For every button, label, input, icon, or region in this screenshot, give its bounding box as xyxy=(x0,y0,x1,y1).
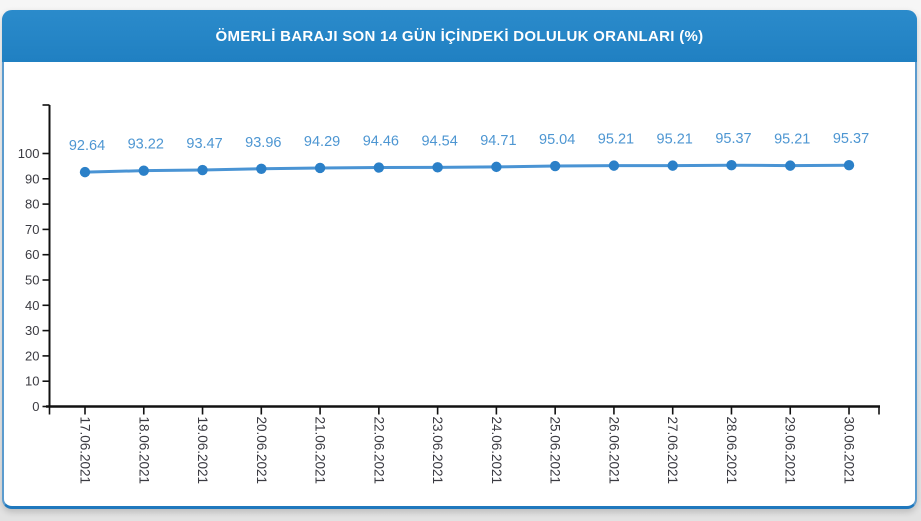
data-point xyxy=(314,162,326,174)
data-point xyxy=(432,162,443,173)
data-point-label: 93.22 xyxy=(128,137,164,153)
data-point xyxy=(843,160,855,171)
y-axis-tick-label: 10 xyxy=(25,374,39,389)
line-chart-canvas: 0 10 20 30 40 50 60 70 80 90 100 17.06.2021 18.06.20… xyxy=(18,104,880,485)
x-axis-tick-label: 24.06.2021 xyxy=(489,417,504,485)
x-axis-tick-label: 19.06.2021 xyxy=(195,417,210,485)
data-point-label: 95.37 xyxy=(715,131,751,147)
x-axis-tick-label: 21.06.2021 xyxy=(313,417,328,485)
y-axis-tick-label: 90 xyxy=(25,171,39,186)
data-point-label: 93.96 xyxy=(245,135,281,151)
y-axis-tick-label: 100 xyxy=(18,146,40,161)
y-axis-tick-label: 50 xyxy=(25,273,39,288)
data-point xyxy=(608,160,620,171)
data-point-label: 95.21 xyxy=(598,132,634,148)
x-axis-tick-label: 30.06.2021 xyxy=(842,417,857,485)
data-point xyxy=(197,164,208,176)
y-axis-tick-label: 20 xyxy=(25,348,39,363)
x-axis-tick-label: 20.06.2021 xyxy=(254,417,269,485)
y-axis-tick-label: 40 xyxy=(25,298,39,313)
x-axis-tick-label: 22.06.2021 xyxy=(371,417,386,485)
y-axis-tick-label: 0 xyxy=(32,399,39,414)
x-axis-tick-label: 26.06.2021 xyxy=(606,417,621,485)
data-line xyxy=(83,163,851,174)
data-point-label: 95.21 xyxy=(774,132,810,148)
data-point xyxy=(491,161,502,173)
data-point xyxy=(726,160,737,171)
x-axis-tick-label: 25.06.2021 xyxy=(548,417,563,485)
data-point xyxy=(256,163,267,174)
x-axis-tick-label: 18.06.2021 xyxy=(136,417,151,485)
x-axis-tick-label: 28.06.2021 xyxy=(724,417,739,485)
data-point-label: 94.71 xyxy=(480,133,516,149)
data-point xyxy=(79,166,91,178)
data-point xyxy=(138,165,149,176)
data-point xyxy=(549,160,561,172)
y-axis-tick-label: 60 xyxy=(25,247,39,262)
x-axis-tick-label: 23.06.2021 xyxy=(430,417,445,485)
data-point-label: 95.37 xyxy=(833,131,869,147)
x-axis-tick-label: 29.06.2021 xyxy=(783,417,798,485)
line-chart: 0 10 20 30 40 50 60 70 80 90 100 17.06.2021 18.06.20… xyxy=(2,62,917,506)
y-axis-tick-label: 70 xyxy=(25,222,39,237)
data-point-label: 93.47 xyxy=(186,136,222,152)
chart-title: ÖMERLİ BARAJI SON 14 GÜN İÇİNDEKİ DOLULU… xyxy=(215,27,704,45)
y-axis-tick-label: 30 xyxy=(25,323,39,338)
y-axis-tick-label: 80 xyxy=(25,197,39,212)
data-point xyxy=(667,160,678,171)
data-point xyxy=(785,160,796,171)
data-point-label: 94.46 xyxy=(363,134,399,150)
data-point-label: 95.04 xyxy=(539,132,575,148)
data-point xyxy=(373,162,385,173)
x-axis-tick-label: 17.06.2021 xyxy=(78,417,93,485)
data-point-label: 95.21 xyxy=(657,132,693,148)
chart-card: ÖMERLİ BARAJI SON 14 GÜN İÇİNDEKİ DOLULU… xyxy=(2,10,917,509)
chart-header: ÖMERLİ BARAJI SON 14 GÜN İÇİNDEKİ DOLULU… xyxy=(2,10,917,62)
data-point-label: 94.54 xyxy=(421,133,457,149)
data-point-label: 94.29 xyxy=(304,134,340,150)
data-point-label: 92.64 xyxy=(69,138,105,154)
x-axis-tick-label: 27.06.2021 xyxy=(665,417,680,485)
